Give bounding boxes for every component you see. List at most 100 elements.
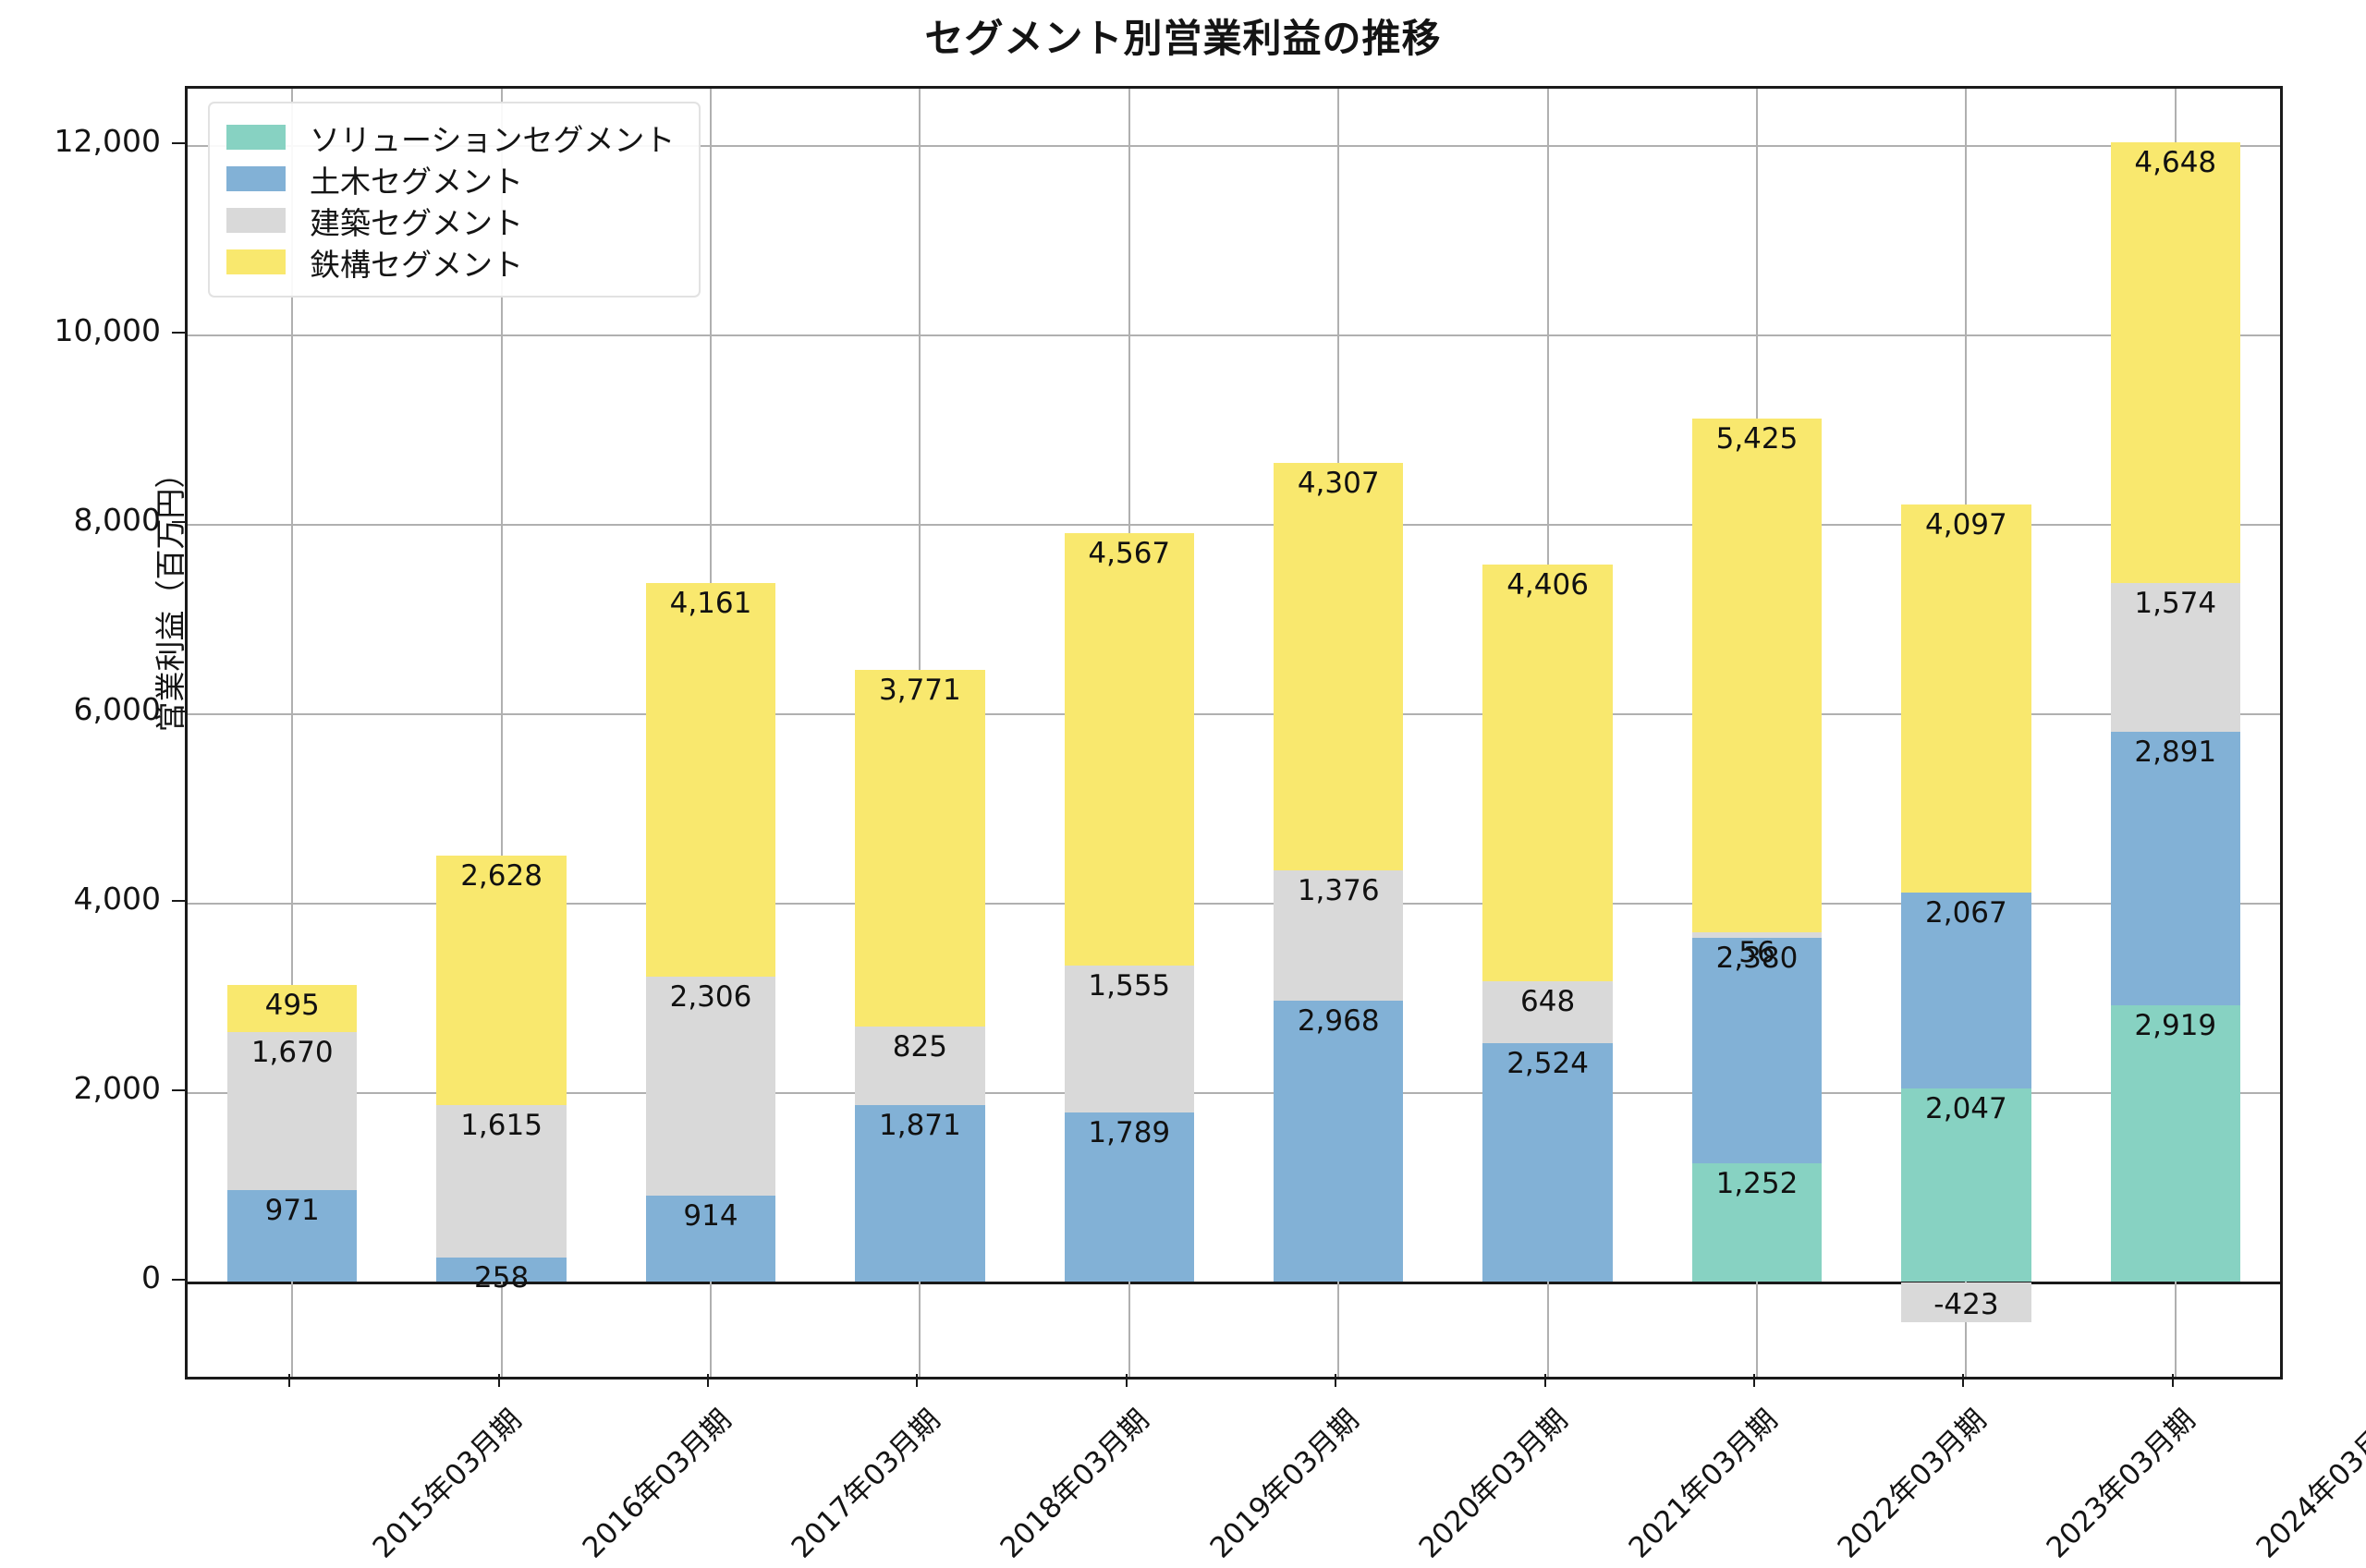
gridline-vertical [500, 89, 503, 1377]
bar-value-label: 2,067 [1925, 895, 2007, 930]
x-tick-mark [1125, 1374, 1128, 1387]
y-tick-label: 2,000 [73, 1069, 161, 1106]
legend-item[interactable]: 土木セグメント [226, 158, 675, 200]
bar-segment[interactable] [2110, 582, 2240, 732]
legend-item[interactable]: 建築セグメント [226, 200, 675, 241]
bar-segment[interactable] [1274, 462, 1404, 871]
gridline-horizontal [188, 334, 2280, 336]
bar-segment[interactable] [1901, 1088, 2031, 1282]
bar-value-label: 1,871 [879, 1108, 961, 1142]
bar-value-label: 2,891 [2134, 735, 2217, 769]
legend-item[interactable]: ソリューションセグメント [226, 116, 675, 158]
y-tick-label: 10,000 [54, 311, 161, 348]
bar-value-label: 4,161 [669, 586, 752, 620]
bar-value-label: -423 [1933, 1287, 1999, 1321]
bar-value-label: 1,376 [1297, 874, 1380, 908]
x-tick-label: 2018年03月期 [994, 1403, 1156, 1565]
x-tick-label: 2016年03月期 [576, 1403, 738, 1565]
bar-segment[interactable] [645, 1195, 776, 1282]
bar-segment[interactable] [227, 1031, 358, 1190]
bar-value-label: 495 [264, 989, 320, 1023]
x-tick-mark [288, 1374, 291, 1387]
y-tick-mark [172, 520, 185, 523]
bar-value-label: 4,097 [1925, 507, 2007, 541]
bar-segment[interactable] [1901, 1282, 2031, 1322]
bar-value-label: 1,252 [1715, 1167, 1799, 1201]
bar-segment[interactable] [1691, 1163, 1823, 1282]
bar-segment[interactable] [1482, 564, 1613, 982]
chart-legend: ソリューションセグメント 土木セグメント 建築セグメント鉄構セグメント [208, 102, 701, 298]
bar-segment[interactable] [1901, 504, 2031, 893]
legend-item[interactable]: 鉄構セグメント [226, 241, 675, 283]
bar-value-label: 56 [1738, 936, 1775, 970]
bar-segment[interactable] [645, 582, 776, 978]
gridline-vertical [291, 89, 294, 1377]
legend-label: 土木セグメント [310, 163, 523, 200]
bar-segment[interactable] [2110, 1005, 2240, 1282]
x-tick-mark [1753, 1374, 1755, 1387]
bar-segment[interactable] [1274, 870, 1404, 1002]
y-tick-mark [172, 899, 185, 902]
x-tick-label: 2019年03月期 [1203, 1403, 1366, 1565]
bar-value-label: 4,567 [1088, 536, 1171, 570]
x-tick-label: 2024年03月期 [2250, 1403, 2366, 1565]
x-tick-mark [1962, 1374, 1965, 1387]
y-tick-label: 6,000 [73, 690, 161, 727]
legend-swatch-icon [226, 249, 286, 274]
x-tick-label: 2015年03月期 [366, 1403, 529, 1565]
bar-segment[interactable] [1064, 1112, 1194, 1282]
bar-segment[interactable] [855, 669, 985, 1027]
bar-value-label: 825 [892, 1030, 947, 1064]
bar-segment[interactable] [227, 985, 358, 1032]
bars-layer [188, 89, 2280, 1377]
bar-value-label: 4,307 [1297, 466, 1380, 500]
bar-segment[interactable] [1482, 1042, 1613, 1282]
bar-value-label: 648 [1520, 985, 1576, 1019]
x-tick-mark [2171, 1374, 2174, 1387]
bar-segment[interactable] [855, 1104, 985, 1282]
x-tick-mark [497, 1374, 500, 1387]
bar-value-label: 2,380 [1715, 942, 1799, 976]
zero-baseline [188, 1281, 2280, 1284]
x-tick-label: 2021年03月期 [1622, 1403, 1785, 1565]
gridline-horizontal [188, 144, 2280, 147]
bar-segment[interactable] [645, 977, 776, 1196]
bar-segment[interactable] [227, 1189, 358, 1282]
bar-segment[interactable] [1064, 532, 1194, 966]
legend-label: ソリューションセグメント [310, 121, 676, 158]
y-tick-mark [172, 1088, 185, 1091]
bar-segment[interactable] [1691, 932, 1823, 939]
bar-value-label: 2,628 [460, 859, 543, 893]
bar-value-label: 1,574 [2134, 586, 2217, 620]
y-tick-mark [172, 141, 185, 144]
bar-segment[interactable] [436, 1104, 567, 1258]
bar-value-label: 258 [474, 1261, 530, 1295]
x-tick-label: 2017年03月期 [785, 1403, 947, 1565]
bar-value-label: 1,555 [1088, 968, 1171, 1003]
bar-segment[interactable] [1691, 938, 1823, 1164]
x-tick-label: 2023年03月期 [2040, 1403, 2202, 1565]
bar-value-label: 1,789 [1088, 1116, 1171, 1150]
y-tick-label: 4,000 [73, 880, 161, 917]
y-tick-label: 0 [141, 1258, 161, 1295]
bar-segment[interactable] [1482, 981, 1613, 1043]
bar-segment[interactable] [2110, 142, 2240, 583]
y-axis-label: 営業利益（百万円） [152, 457, 189, 733]
bar-segment[interactable] [436, 1258, 567, 1282]
legend-label: 鉄構セグメント [310, 246, 523, 283]
bar-value-label: 971 [264, 1193, 320, 1227]
bar-segment[interactable] [436, 856, 567, 1105]
bar-segment[interactable] [855, 1027, 985, 1105]
x-tick-label: 2022年03月期 [1831, 1403, 1994, 1565]
legend-swatch-icon [226, 208, 286, 233]
bar-value-label: 2,524 [1506, 1046, 1589, 1080]
bar-segment[interactable] [1064, 965, 1194, 1113]
bar-segment[interactable] [2110, 731, 2240, 1006]
bar-segment[interactable] [1901, 892, 2031, 1088]
legend-swatch-icon [226, 166, 286, 191]
bar-segment[interactable] [1691, 419, 1823, 933]
bar-segment[interactable] [1274, 1001, 1404, 1282]
bar-value-label: 2,919 [2134, 1009, 2217, 1043]
gridline-horizontal [188, 902, 2280, 905]
plot-area: 971 1,670 495 258 1,615 2,628 914 2,306 4,161 1,8… [185, 86, 2283, 1380]
